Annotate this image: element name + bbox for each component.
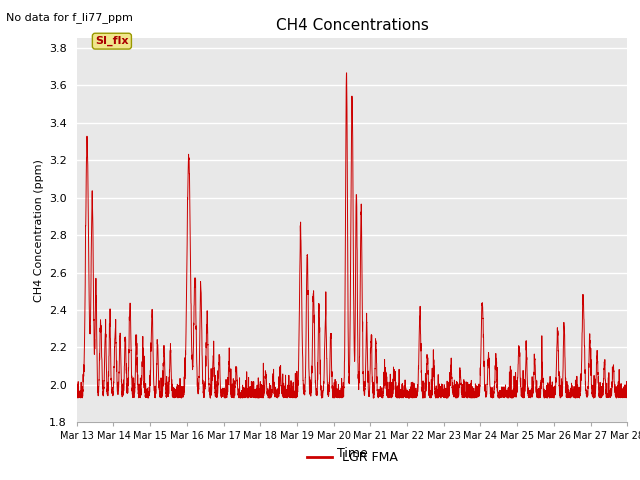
- Title: CH4 Concentrations: CH4 Concentrations: [276, 18, 428, 33]
- X-axis label: Time: Time: [337, 447, 367, 460]
- Text: No data for f_li77_ppm: No data for f_li77_ppm: [6, 12, 133, 23]
- Y-axis label: CH4 Concentration (ppm): CH4 Concentration (ppm): [34, 159, 44, 302]
- Text: SI_flx: SI_flx: [95, 36, 129, 46]
- Legend: LGR FMA: LGR FMA: [301, 446, 403, 469]
